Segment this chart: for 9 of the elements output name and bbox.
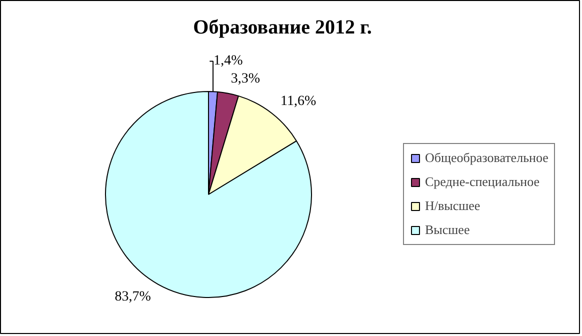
data-label: 11,6% <box>280 94 316 110</box>
legend-label: Общеобразовательное <box>425 150 548 166</box>
data-label: 1,4% <box>214 54 244 69</box>
data-label: 3,3% <box>230 72 260 87</box>
chart-title: Образование 2012 г. <box>193 16 372 38</box>
legend-label: Средне-специальное <box>425 174 540 190</box>
data-label: 83,7% <box>114 289 152 304</box>
legend-label: Н/высшее <box>425 198 480 214</box>
legend-label: Высшее <box>425 222 470 238</box>
